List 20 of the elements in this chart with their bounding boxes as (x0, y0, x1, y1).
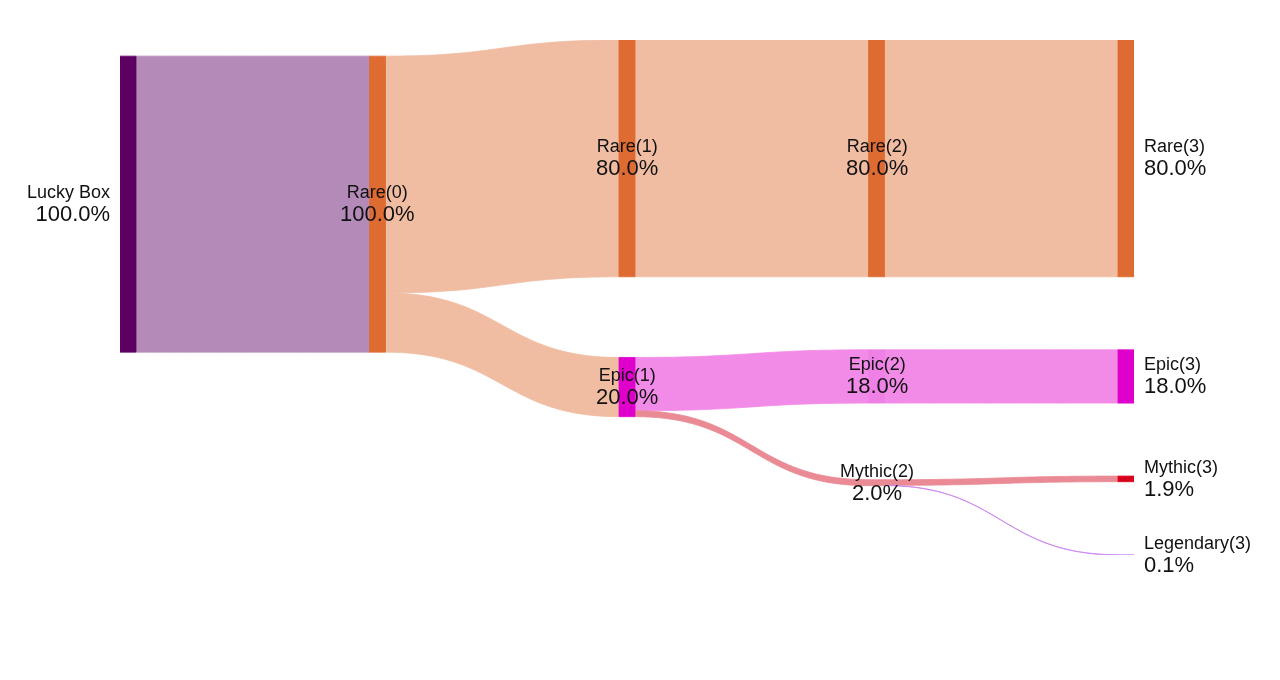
category-label: Lucky Box (27, 182, 111, 202)
data-label: 80.0% (846, 155, 909, 181)
data-label: 18.0% (846, 373, 909, 399)
category-label: Rare(0) (346, 182, 408, 202)
data-label: 100.0% (340, 201, 415, 227)
category-label: Legendary(3) (1144, 533, 1252, 553)
data-label: 18.0% (1144, 373, 1207, 399)
data-label: 100.0% (35, 201, 111, 227)
data-label: 0.1% (1144, 552, 1195, 578)
category-label: Epic(3) (1144, 354, 1202, 374)
category-label: Epic(2) (848, 354, 906, 374)
category-label: Rare(3) (1144, 136, 1206, 156)
data-label: 80.0% (1144, 155, 1207, 181)
category-label: Rare(2) (846, 136, 908, 156)
data-label: 2.0% (851, 480, 903, 506)
data-label: 80.0% (596, 155, 659, 181)
category-label: Mythic(2) (840, 461, 915, 481)
category-label: Rare(1) (596, 136, 658, 156)
data-label: 1.9% (1144, 476, 1195, 502)
category-label: Mythic(3) (1144, 457, 1219, 477)
